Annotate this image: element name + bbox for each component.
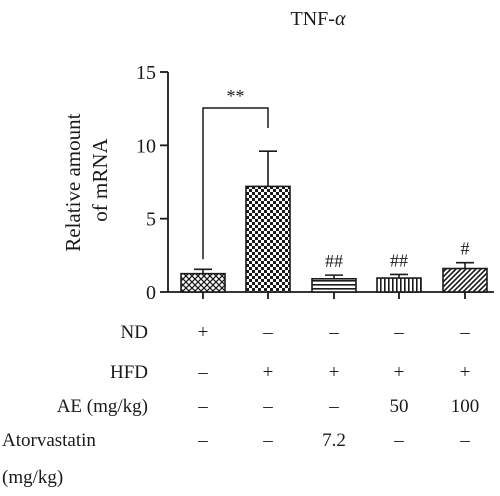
y-axis-label-line1: Relative amount xyxy=(61,113,85,251)
condition-value: + xyxy=(394,362,405,383)
condition-value: + xyxy=(198,322,209,343)
condition-value: – xyxy=(459,430,470,451)
condition-row: HFD – + + + + xyxy=(110,362,470,383)
condition-value: – xyxy=(197,430,208,451)
condition-row: Atorvastatin (mg/kg) – – 7.2 – – xyxy=(2,430,470,488)
y-axis-label: Relative amount of mRNA xyxy=(61,108,112,251)
significance-marker: ## xyxy=(390,250,408,270)
significance-label: ** xyxy=(227,86,245,106)
condition-value: – xyxy=(459,322,470,343)
condition-value: + xyxy=(460,362,471,383)
condition-row: ND + – – – – xyxy=(121,322,471,343)
condition-label: Atorvastatin xyxy=(2,430,96,451)
chart-title: TNF-α xyxy=(291,8,346,30)
bar xyxy=(376,277,422,293)
condition-value: – xyxy=(393,322,404,343)
y-tick-label: 15 xyxy=(136,62,156,84)
condition-value: 7.2 xyxy=(322,430,346,451)
condition-label: HFD xyxy=(110,362,148,383)
condition-row: AE (mg/kg) – – – 50 100 xyxy=(57,396,480,417)
bar xyxy=(442,267,488,293)
condition-table: ND + – – – – HFD – + + + + AE (mg/kg) – – – 50 100 Atorvas… xyxy=(2,322,479,488)
bar xyxy=(180,272,226,293)
axes: 0 5 10 15 xyxy=(136,62,494,304)
significance-marker: # xyxy=(461,239,470,259)
y-tick-label: 10 xyxy=(136,135,156,157)
condition-value: + xyxy=(329,362,340,383)
condition-value: 50 xyxy=(390,396,409,417)
significance-bracket xyxy=(202,107,269,260)
significance-marker: ## xyxy=(325,251,343,271)
bars: ## ###** xyxy=(180,86,488,293)
condition-label-unit: (mg/kg) xyxy=(2,467,63,488)
condition-value: 100 xyxy=(451,396,480,417)
y-tick-label: 0 xyxy=(146,282,156,304)
bar xyxy=(245,185,291,293)
condition-value: – xyxy=(328,396,339,417)
condition-label: AE (mg/kg) xyxy=(57,396,148,417)
y-axis-label-line2: of mRNA xyxy=(88,137,112,221)
condition-value: – xyxy=(197,362,208,383)
condition-value: – xyxy=(197,396,208,417)
condition-value: – xyxy=(262,430,273,451)
y-tick-label: 5 xyxy=(146,209,156,231)
condition-value: – xyxy=(328,322,339,343)
condition-value: – xyxy=(262,322,273,343)
condition-label: ND xyxy=(121,322,148,343)
condition-value: + xyxy=(263,362,274,383)
bar xyxy=(311,277,357,293)
condition-value: – xyxy=(393,430,404,451)
condition-value: – xyxy=(262,396,273,417)
